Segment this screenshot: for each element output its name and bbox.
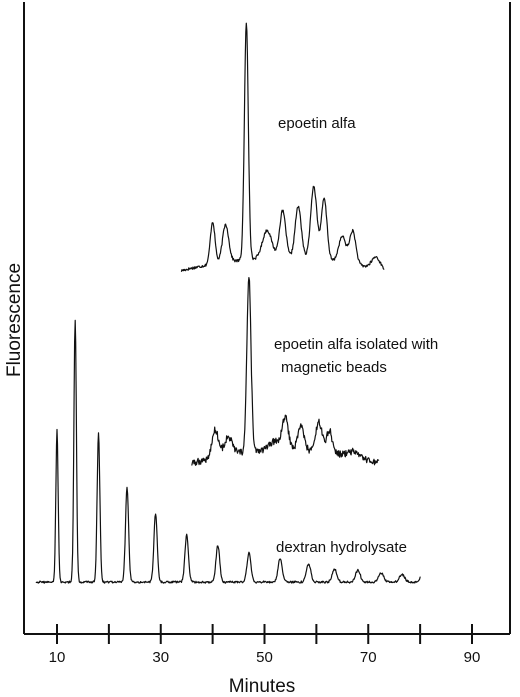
annotation-dextran-hydrolysate: dextran hydrolysate	[276, 539, 407, 556]
annotation-beads-line-1: epoetin alfa isolated with	[274, 336, 438, 353]
trace-epoetin-alfa-beads	[191, 277, 380, 466]
x-tick-layer	[56, 624, 473, 644]
x-tick-label-90: 90	[464, 649, 481, 666]
trace-layer	[35, 22, 421, 584]
x-axis-title: Minutes	[229, 676, 296, 697]
x-tick-label-30: 30	[152, 649, 169, 666]
annotation-epoetin-alfa: epoetin alfa	[278, 115, 356, 132]
trace-epoetin-alfa	[180, 22, 385, 272]
annotation-beads-line-2: magnetic beads	[281, 359, 387, 376]
x-tick-label-70: 70	[360, 649, 377, 666]
x-tick-label-layer: 10 30 50 70 90	[49, 649, 481, 666]
trace-dextran-hydrolysate	[35, 319, 421, 584]
x-tick-label-10: 10	[49, 649, 66, 666]
x-tick-label-50: 50	[256, 649, 273, 666]
y-axis-title: Fluorescence	[4, 263, 25, 377]
